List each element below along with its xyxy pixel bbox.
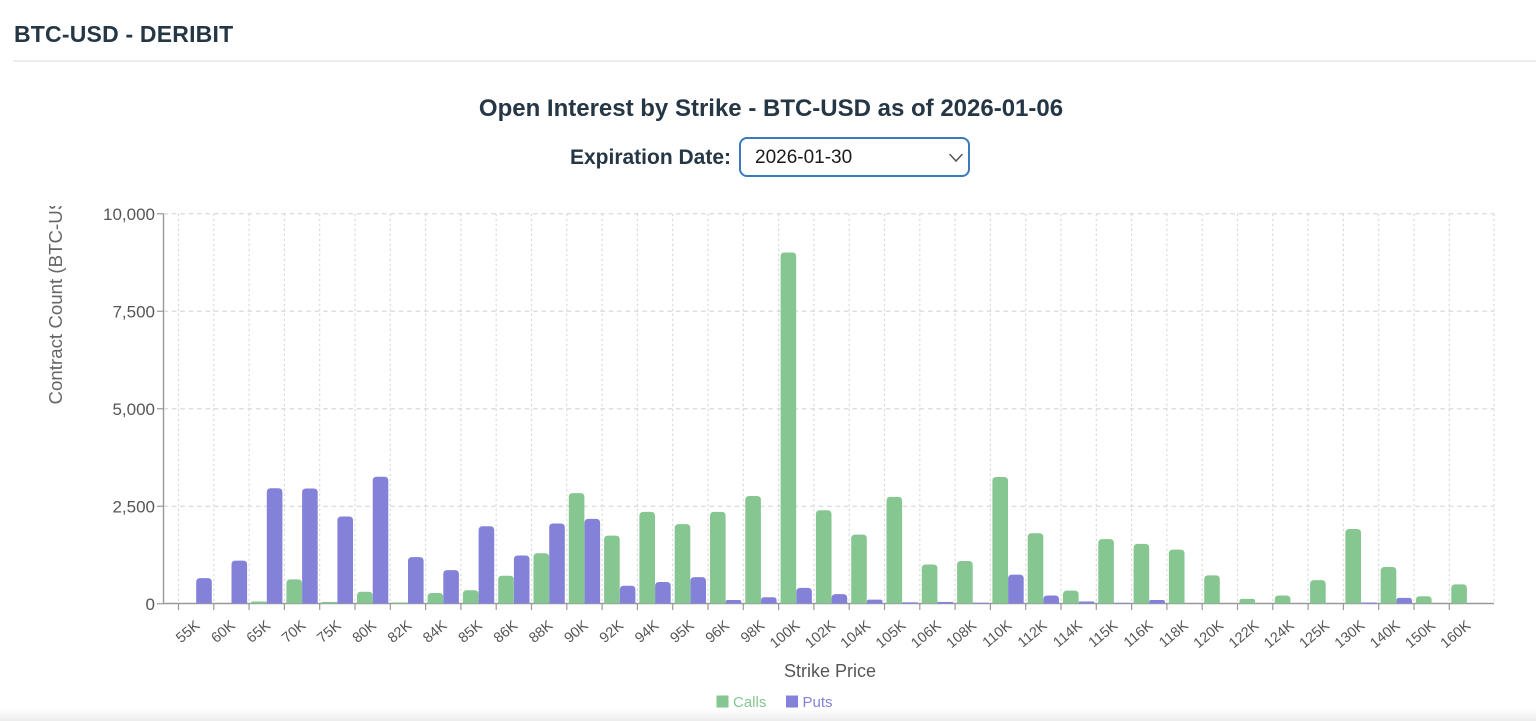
svg-text:125K: 125K [1297,618,1333,652]
svg-text:96K: 96K [703,618,733,647]
svg-text:88K: 88K [526,618,556,647]
svg-text:122K: 122K [1226,618,1262,652]
svg-text:70K: 70K [279,618,309,647]
svg-text:84K: 84K [420,618,450,647]
svg-text:124K: 124K [1261,618,1297,652]
svg-text:86K: 86K [491,618,521,647]
svg-text:90K: 90K [562,618,592,647]
svg-text:5,000: 5,000 [112,400,155,419]
svg-text:106K: 106K [908,618,944,652]
svg-text:160K: 160K [1438,618,1474,652]
svg-text:80K: 80K [350,618,380,647]
svg-text:10,000: 10,000 [103,205,155,224]
svg-text:65K: 65K [244,618,274,647]
svg-text:7,500: 7,500 [112,302,155,321]
svg-text:98K: 98K [738,618,768,647]
svg-text:92K: 92K [597,618,627,647]
svg-text:82K: 82K [385,618,415,647]
svg-text:105K: 105K [873,618,909,652]
svg-text:116K: 116K [1121,618,1157,652]
svg-text:120K: 120K [1191,618,1227,652]
svg-text:114K: 114K [1050,618,1086,652]
svg-text:130K: 130K [1332,618,1368,652]
svg-text:75K: 75K [314,618,344,647]
svg-text:85K: 85K [456,618,486,647]
svg-text:112K: 112K [1015,618,1051,652]
svg-text:110K: 110K [980,618,1016,652]
svg-text:95K: 95K [667,618,697,647]
svg-text:0: 0 [146,595,155,614]
svg-text:100K: 100K [767,618,803,652]
svg-text:102K: 102K [802,618,838,652]
svg-text:55K: 55K [173,618,203,647]
svg-text:94K: 94K [632,618,662,647]
svg-text:104K: 104K [838,618,874,652]
svg-text:108K: 108K [944,618,980,652]
svg-text:2,500: 2,500 [112,497,155,516]
svg-text:150K: 150K [1403,618,1439,652]
svg-text:Calls: Calls [733,694,766,711]
svg-text:118K: 118K [1156,618,1192,652]
svg-text:60K: 60K [209,618,239,647]
svg-text:Strike Price: Strike Price [784,661,876,681]
svg-text:Puts: Puts [803,694,833,711]
svg-text:115K: 115K [1086,618,1122,652]
svg-text:140K: 140K [1367,618,1403,652]
svg-text:Contract Count (BTC-USD): Contract Count (BTC-USD) [45,178,66,404]
